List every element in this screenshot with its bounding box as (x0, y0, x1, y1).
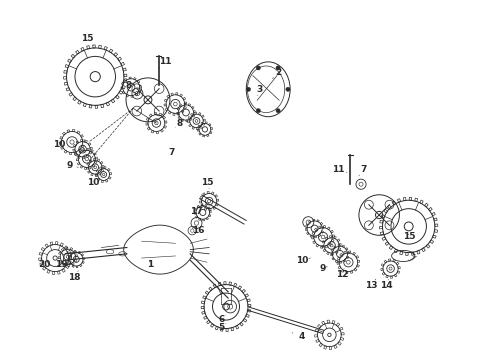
Circle shape (286, 87, 290, 91)
Text: 2: 2 (276, 68, 282, 77)
Text: 15: 15 (80, 34, 93, 43)
Text: 10: 10 (87, 177, 99, 186)
Text: 20: 20 (38, 260, 51, 269)
Text: 19: 19 (55, 260, 68, 269)
Text: 13: 13 (366, 281, 378, 290)
Circle shape (276, 109, 280, 113)
Text: 11: 11 (159, 57, 171, 66)
Text: 7: 7 (168, 148, 174, 157)
Text: 14: 14 (380, 281, 392, 290)
Text: 12: 12 (336, 270, 348, 279)
Text: 5: 5 (219, 323, 225, 332)
Circle shape (256, 109, 261, 113)
Text: 10: 10 (296, 256, 308, 265)
Text: 9: 9 (320, 264, 326, 273)
Circle shape (256, 66, 261, 70)
Text: 11: 11 (332, 165, 344, 174)
Text: 17: 17 (190, 207, 203, 216)
Text: 6: 6 (219, 315, 225, 324)
Text: 9: 9 (67, 161, 73, 170)
Text: 8: 8 (176, 118, 183, 127)
Text: 1: 1 (147, 260, 153, 269)
Circle shape (246, 87, 250, 91)
Text: 15: 15 (403, 233, 416, 242)
Text: 15: 15 (201, 177, 213, 186)
Text: 8: 8 (126, 81, 132, 90)
Text: 16: 16 (193, 226, 205, 235)
Text: 3: 3 (257, 85, 263, 94)
Text: 7: 7 (360, 165, 367, 174)
Text: 10: 10 (53, 140, 66, 149)
Text: 18: 18 (68, 273, 80, 282)
Text: 4: 4 (299, 332, 305, 341)
Circle shape (276, 66, 280, 70)
